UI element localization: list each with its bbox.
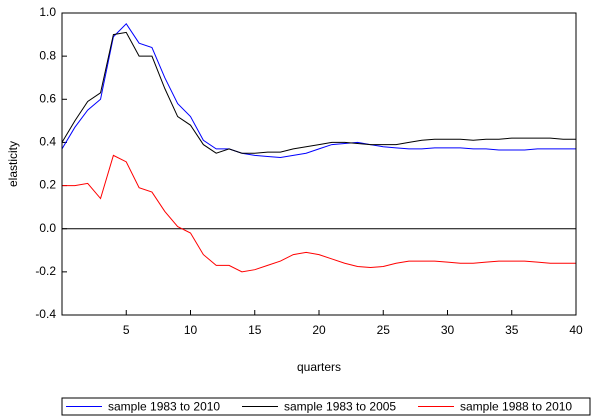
y-tick-label: 0.4 [39,135,56,149]
x-tick-label: 10 [184,323,198,337]
y-tick-label: -0.2 [35,264,56,278]
x-tick-label: 30 [441,323,455,337]
plot-frame [61,12,577,316]
line-series [61,22,576,159]
x-tick-label: 40 [569,323,583,337]
x-axis-label: quarters [297,360,341,374]
y-tick-label: 1.0 [39,5,56,19]
legend-box [61,397,591,416]
y-axis-label: elasticity [6,141,20,187]
legend-label: sample 1988 to 2010 [460,400,572,414]
x-tick-label: 35 [505,323,519,337]
x-tick-label: 25 [377,323,391,337]
y-tick-label: 0.2 [39,178,56,192]
x-tick-label: 15 [248,323,262,337]
y-tick-label: 0.0 [39,221,56,235]
y-tick-label: -0.4 [35,307,56,321]
x-tick-label: 5 [123,323,130,337]
legend-label: sample 1983 to 2010 [108,400,220,414]
line-series [61,31,576,154]
line-series [62,154,576,273]
x-tick-label: 20 [312,323,326,337]
y-tick-label: 0.8 [39,48,56,62]
legend-label: sample 1983 to 2005 [284,400,396,414]
y-tick-label: 0.6 [39,91,56,105]
